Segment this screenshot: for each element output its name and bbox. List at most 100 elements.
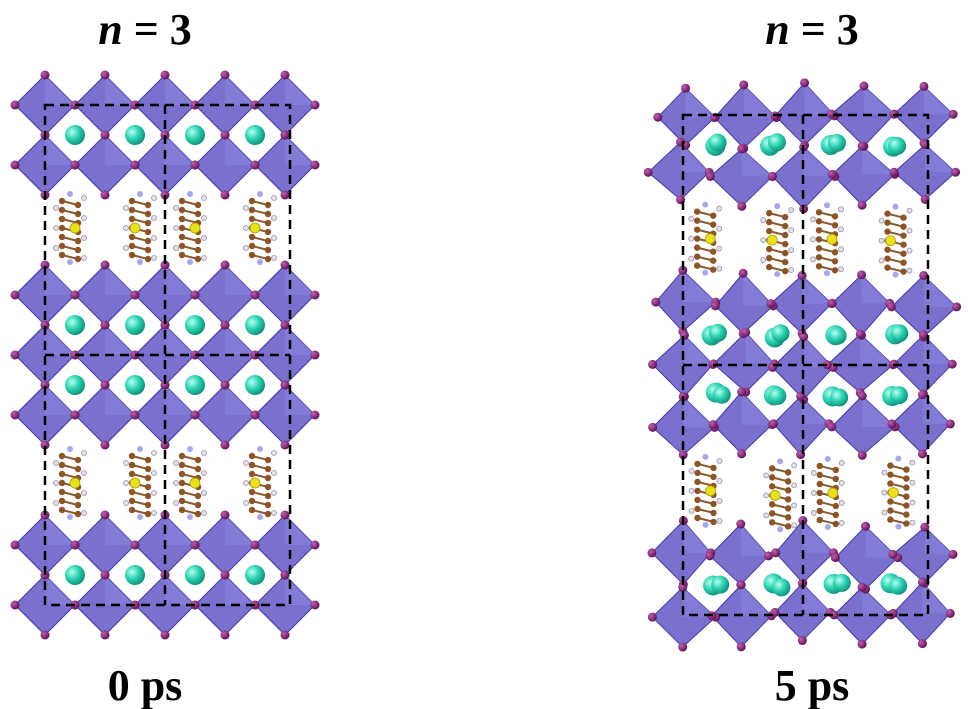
hydrogen [54,501,59,506]
iodine [798,636,807,645]
cation [245,125,265,145]
nitrogen [257,191,263,197]
cation [125,375,145,395]
carbon [249,234,255,240]
hydrogen [82,216,87,221]
carbon [769,501,775,507]
iodine [161,631,170,640]
carbon [195,247,201,253]
hydrogen [82,196,87,201]
hydrogen [792,523,797,528]
hydrogen [174,206,179,211]
iodine [709,420,718,429]
carbon [129,198,135,204]
carbon [265,484,271,490]
carbon [887,507,893,513]
hydrogen [54,481,59,486]
carbon [766,246,772,252]
iodine [858,583,867,592]
carbon [265,238,271,244]
carbon [145,247,151,253]
hydrogen [838,227,843,232]
carbon [179,216,185,222]
sulfur [190,223,200,233]
panel-caption: 5 ps [775,661,850,709]
sulfur [130,478,140,488]
carbon [769,510,775,516]
carbon [179,234,185,240]
carbon [694,226,700,232]
carbon [769,474,775,480]
iodine [11,351,20,360]
nitrogen [137,259,143,265]
carbon [884,219,890,225]
carbon [884,210,890,216]
hydrogen [717,266,722,271]
carbon [769,519,775,525]
carbon [903,511,909,517]
sulfur [767,235,777,245]
carbon [817,472,823,478]
carbon [179,225,185,231]
iodine [281,71,290,80]
octahedron-face [165,75,195,105]
carbon [832,249,838,255]
carbon [900,223,906,229]
hydrogen [202,196,207,201]
carbon [694,235,700,241]
iodine [101,441,110,450]
nitrogen [893,272,899,278]
iodine [131,541,140,550]
sulfur [770,490,780,500]
iodine [101,511,110,520]
iodine [918,390,927,399]
nitrogen [67,446,73,452]
iodine [311,541,320,550]
carbon [694,208,700,214]
carbon [145,256,151,262]
cation [125,125,145,145]
carbon [179,453,185,459]
iodine [281,131,290,140]
nitrogen [702,202,708,208]
hydrogen [124,481,129,486]
cation [829,327,847,345]
carbon [59,207,65,213]
carbon [816,218,822,224]
hydrogen [789,228,794,233]
hydrogen [272,196,277,201]
carbon [710,519,716,525]
nitrogen [702,522,708,528]
octahedron [832,275,889,335]
carbon [195,238,201,244]
iodine [101,631,110,640]
hydrogen [152,256,157,261]
panel-title: n = 3 [765,5,859,54]
carbon [195,256,201,262]
carbon [145,484,151,490]
hydrogen [689,468,694,473]
carbon [129,243,135,249]
hydrogen [810,257,815,262]
carbon [249,462,255,468]
sulfur [70,223,80,233]
iodine [101,381,110,390]
iodine [11,541,20,550]
carbon [694,253,700,259]
carbon [785,514,791,520]
carbon [884,246,890,252]
carbon [129,252,135,258]
iodine [918,639,927,648]
carbon [694,217,700,223]
iodine [948,360,957,369]
iodine [828,299,837,308]
carbon [832,258,838,264]
hydrogen [838,267,843,272]
hydrogen [764,473,769,478]
hydrogen [272,216,277,221]
iodine [131,161,140,170]
iodine [737,449,746,458]
hydrogen [717,498,722,503]
hydrogen [82,491,87,496]
iodine [281,441,290,450]
